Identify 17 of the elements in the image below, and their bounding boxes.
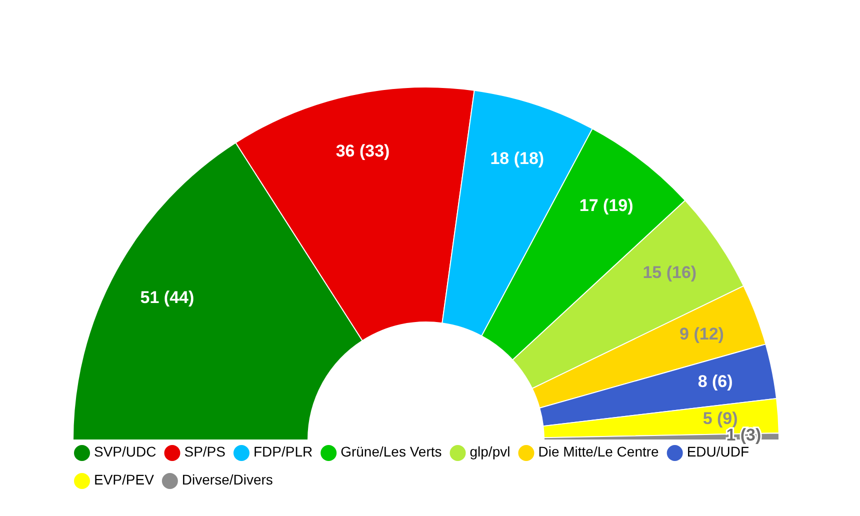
data-label: 51 (44)	[140, 288, 194, 307]
legend-label: glp/pvl	[470, 444, 510, 460]
legend-label: Grüne/Les Verts	[340, 444, 442, 460]
data-label: 17 (19)	[579, 196, 634, 216]
data-label: 5 (9)	[702, 409, 738, 428]
data-label: 18 (18)	[490, 148, 544, 168]
legend-label: EVP/PEV	[94, 472, 155, 488]
legend-label: SVP/UDC	[94, 444, 156, 460]
legend-label: EDU/UDF	[686, 444, 750, 460]
legend-label: Diverse/Divers	[182, 472, 273, 488]
data-label: 9 (12)	[680, 324, 724, 344]
legend-label: FDP/PLR	[253, 444, 313, 460]
data-label: 8 (6)	[698, 372, 733, 391]
data-label: 15 (16)	[642, 263, 697, 282]
legend-label: Die Mitte/Le Centre	[538, 444, 660, 460]
data-label: 36 (33)	[336, 141, 390, 160]
legend-label: SP/PS	[184, 444, 226, 460]
